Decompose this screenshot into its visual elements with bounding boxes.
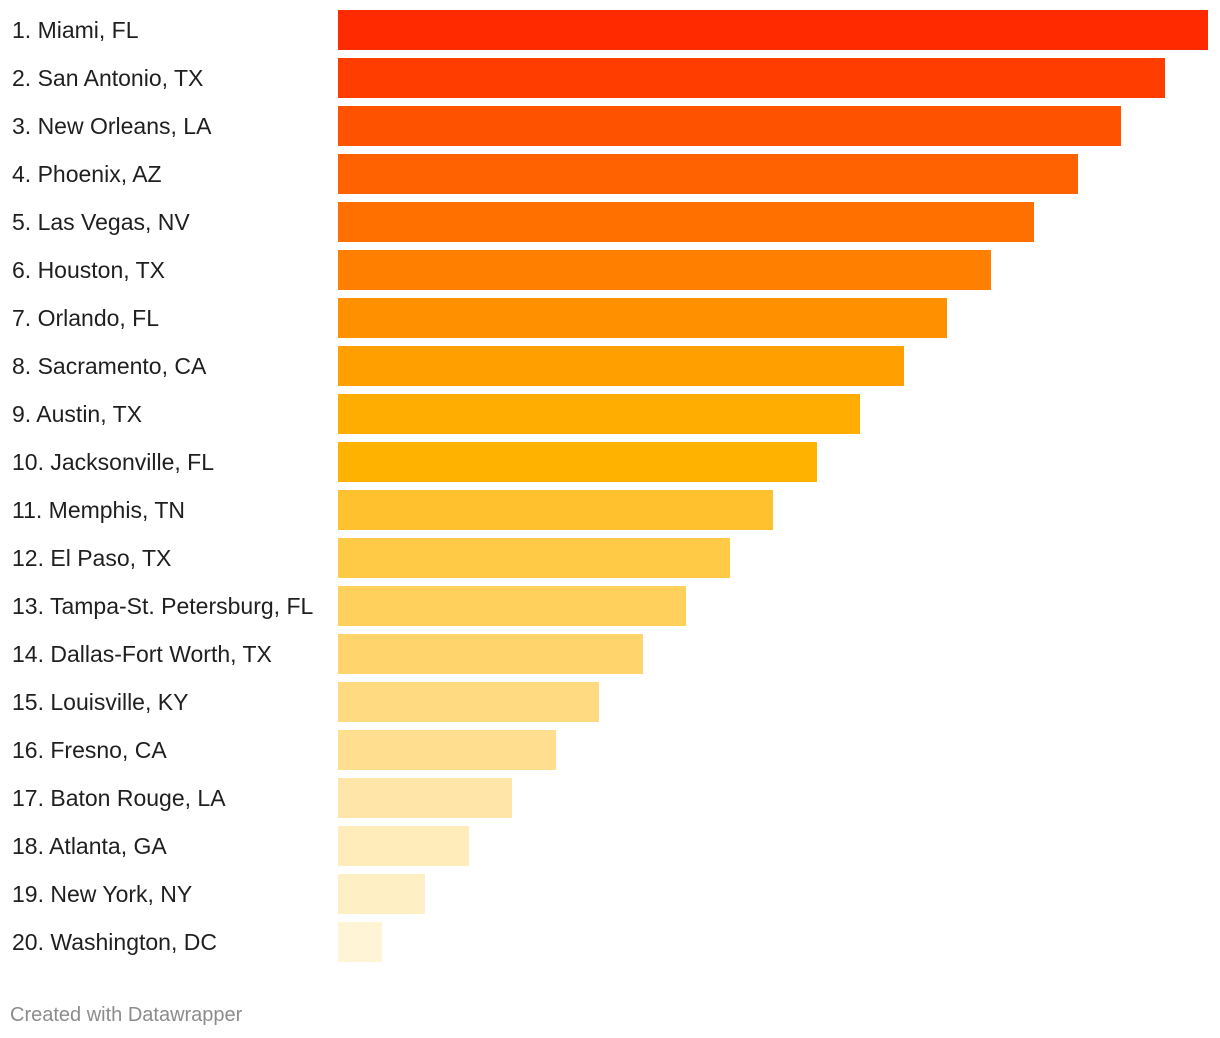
bar bbox=[338, 634, 643, 674]
bar-label: 7. Orlando, FL bbox=[12, 305, 160, 331]
bar-label: 20. Washington, DC bbox=[12, 929, 217, 955]
bar-label: 19. New York, NY bbox=[12, 881, 193, 907]
bar-chart: 1. Miami, FL 2. San Antonio, TX 3. New Orl… bbox=[0, 10, 1220, 962]
bar-label: 1. Miami, FL bbox=[12, 17, 139, 43]
bar-row: 10. Jacksonville, FL bbox=[0, 442, 1220, 482]
bar-label: 3. New Orleans, LA bbox=[12, 113, 212, 139]
bar-label: 2. San Antonio, TX bbox=[12, 65, 204, 91]
bar-label: 11. Memphis, TN bbox=[12, 497, 185, 523]
bar bbox=[338, 394, 860, 434]
bar-row: 9. Austin, TX bbox=[0, 394, 1220, 434]
bar bbox=[338, 922, 382, 962]
bar bbox=[338, 730, 556, 770]
bar bbox=[338, 490, 773, 530]
bar-row: 20. Washington, DC bbox=[0, 922, 1220, 962]
bar-row: 14. Dallas-Fort Worth, TX bbox=[0, 634, 1220, 674]
datawrapper-credit[interactable]: Created with Datawrapper bbox=[10, 1004, 243, 1026]
bar-row: 7. Orlando, FL bbox=[0, 298, 1220, 338]
bar-row: 17. Baton Rouge, LA bbox=[0, 778, 1220, 818]
bar bbox=[338, 58, 1165, 98]
bar-label: 8. Sacramento, CA bbox=[12, 353, 207, 379]
bar bbox=[338, 154, 1078, 194]
bar-label: 15. Louisville, KY bbox=[12, 689, 189, 715]
bar-row: 16. Fresno, CA bbox=[0, 730, 1220, 770]
bar-row: 3. New Orleans, LA bbox=[0, 106, 1220, 146]
bar bbox=[338, 106, 1121, 146]
bar bbox=[338, 826, 469, 866]
bar-label: 13. Tampa-St. Petersburg, FL bbox=[12, 593, 314, 619]
bar-row: 4. Phoenix, AZ bbox=[0, 154, 1220, 194]
bar bbox=[338, 298, 947, 338]
bar bbox=[338, 10, 1208, 50]
bar-row: 19. New York, NY bbox=[0, 874, 1220, 914]
bar-label: 6. Houston, TX bbox=[12, 257, 165, 283]
bar-label: 14. Dallas-Fort Worth, TX bbox=[12, 641, 272, 667]
bar-row: 6. Houston, TX bbox=[0, 250, 1220, 290]
bar bbox=[338, 202, 1034, 242]
bar-row: 13. Tampa-St. Petersburg, FL bbox=[0, 586, 1220, 626]
bar bbox=[338, 682, 599, 722]
bar bbox=[338, 346, 904, 386]
bar-row: 12. El Paso, TX bbox=[0, 538, 1220, 578]
bar-row: 8. Sacramento, CA bbox=[0, 346, 1220, 386]
bar bbox=[338, 778, 512, 818]
bar bbox=[338, 442, 817, 482]
bar-label: 17. Baton Rouge, LA bbox=[12, 785, 226, 811]
bar-label: 9. Austin, TX bbox=[12, 401, 142, 427]
bar bbox=[338, 250, 991, 290]
bar-label: 5. Las Vegas, NV bbox=[12, 209, 190, 235]
bar-label: 4. Phoenix, AZ bbox=[12, 161, 162, 187]
bar-label: 10. Jacksonville, FL bbox=[12, 449, 214, 475]
bar-row: 11. Memphis, TN bbox=[0, 490, 1220, 530]
bar-row: 1. Miami, FL bbox=[0, 10, 1220, 50]
bar bbox=[338, 874, 425, 914]
bar bbox=[338, 538, 730, 578]
bar-row: 15. Louisville, KY bbox=[0, 682, 1220, 722]
bar-row: 2. San Antonio, TX bbox=[0, 58, 1220, 98]
bar-label: 16. Fresno, CA bbox=[12, 737, 167, 763]
bar-row: 5. Las Vegas, NV bbox=[0, 202, 1220, 242]
bar-row: 18. Atlanta, GA bbox=[0, 826, 1220, 866]
bar bbox=[338, 586, 686, 626]
bar-label: 18. Atlanta, GA bbox=[12, 833, 167, 859]
bar-label: 12. El Paso, TX bbox=[12, 545, 172, 571]
